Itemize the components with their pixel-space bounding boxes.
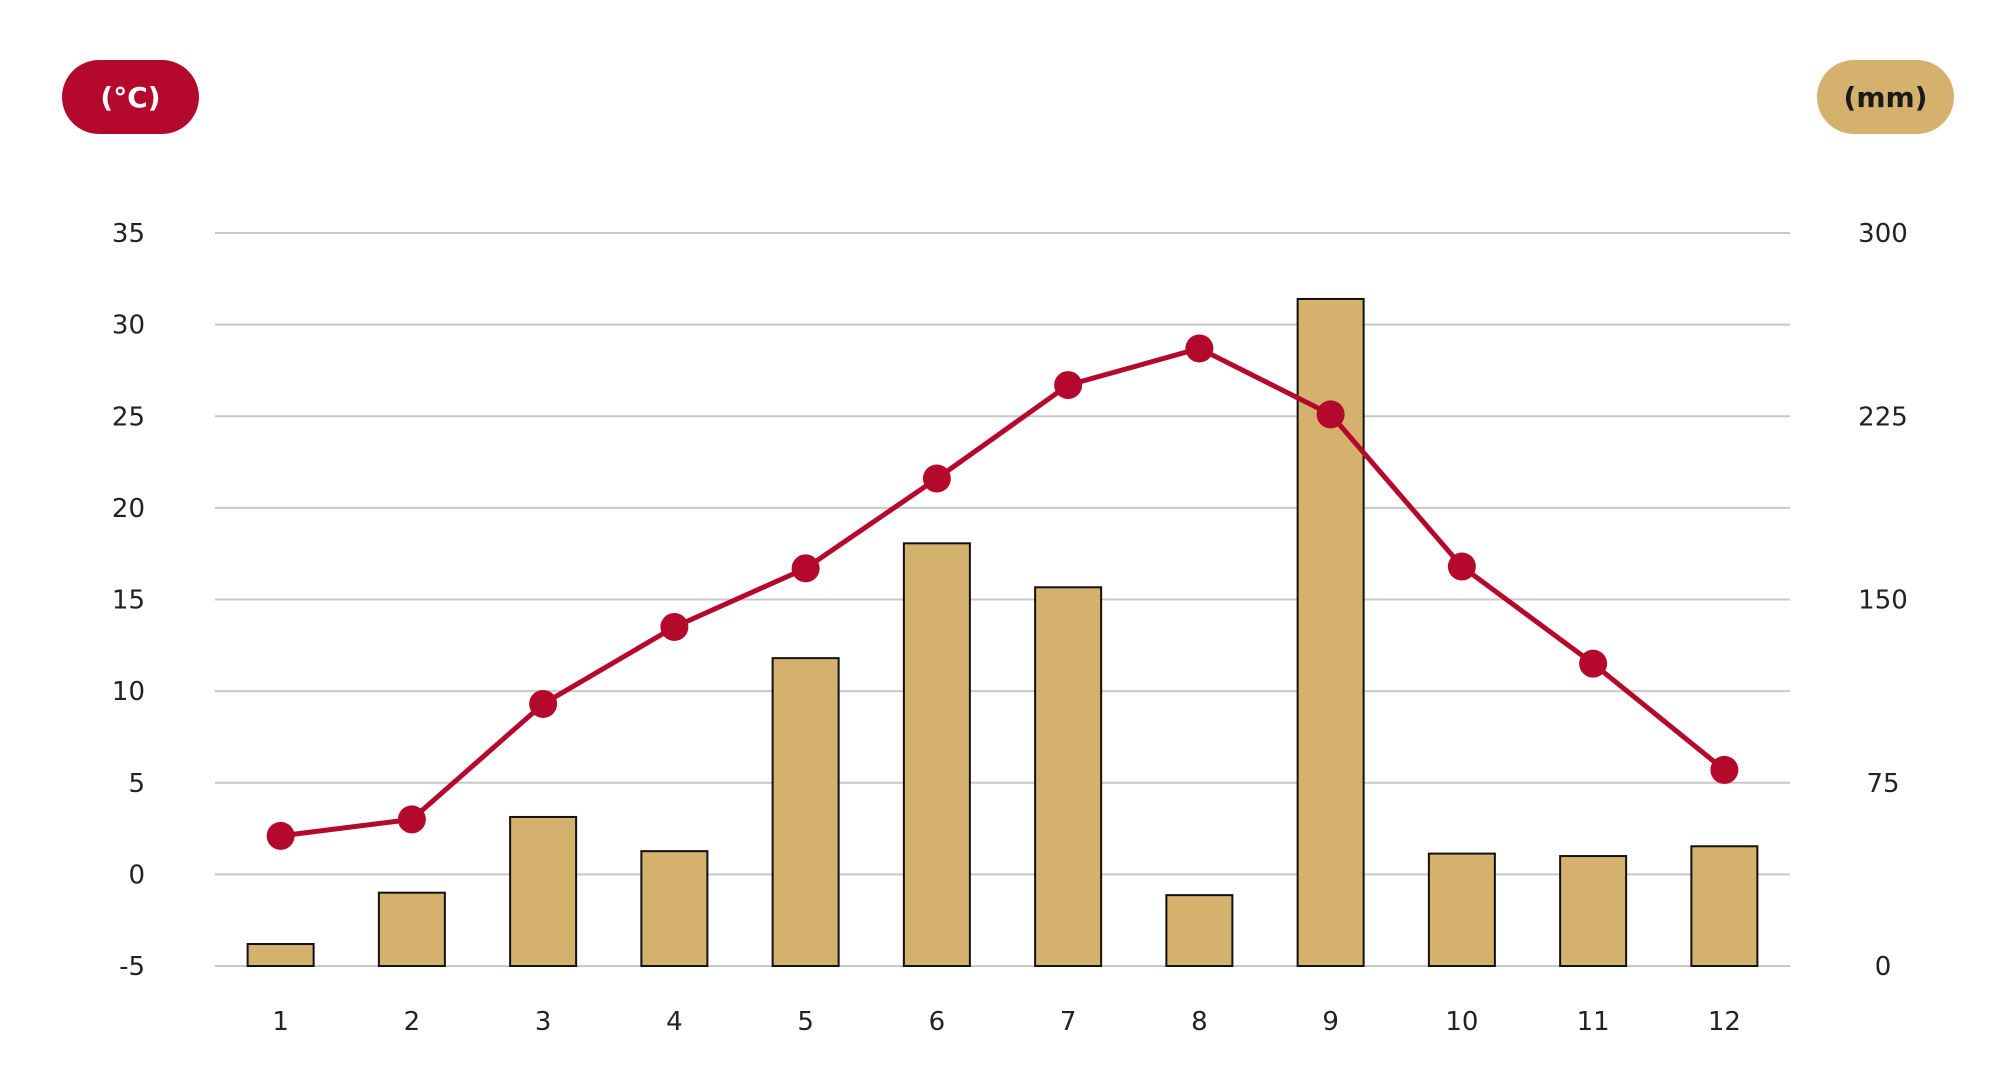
left-tick-label: 10: [112, 677, 145, 707]
temperature-point: [397, 805, 426, 834]
precipitation-bar: [246, 943, 315, 968]
x-tick-label: 8: [1191, 1007, 1208, 1037]
x-tick-label: 7: [1060, 1007, 1077, 1037]
left-tick-label: 20: [112, 494, 145, 524]
precipitation-bar: [1427, 852, 1496, 968]
left-tick-label: -5: [119, 952, 145, 982]
precipitation-bar: [1296, 297, 1365, 968]
left-tick-label: 25: [112, 402, 145, 432]
x-tick-label: 1: [272, 1007, 289, 1037]
gridlines: [215, 232, 1790, 967]
temperature-point: [1710, 755, 1739, 784]
x-tick-label: 12: [1708, 1007, 1741, 1037]
left-tick-label: 15: [112, 586, 145, 616]
temperature-point: [922, 464, 951, 493]
x-tick-label: 5: [797, 1007, 814, 1037]
x-tick-label: 2: [404, 1007, 421, 1037]
x-tick-label: 3: [535, 1007, 552, 1037]
precipitation-unit-badge: (mm): [1817, 60, 1954, 134]
precipitation-bar: [771, 657, 840, 967]
left-tick-label: 0: [128, 860, 145, 890]
right-tick-label: 0: [1875, 952, 1892, 982]
right-tick-label: 75: [1866, 769, 1899, 799]
temperature-point: [791, 554, 820, 583]
x-tick-label: 9: [1322, 1007, 1339, 1037]
temperature-unit-badge: (°C): [62, 60, 199, 134]
x-axis-ticks: 1 2 3 4 5 6 7 8 9 10 11 12: [272, 1007, 1741, 1037]
temperature-point: [1579, 649, 1608, 678]
precipitation-bar: [1690, 845, 1759, 968]
temperature-point: [266, 821, 295, 850]
temperature-point: [1316, 400, 1345, 429]
precipitation-bar: [640, 850, 709, 967]
temperature-point: [529, 689, 558, 718]
precipitation-bar: [1034, 586, 1103, 967]
x-tick-label: 6: [929, 1007, 946, 1037]
left-tick-label: 30: [112, 311, 145, 341]
precipitation-bar: [1559, 855, 1628, 967]
precipitation-bar: [902, 542, 971, 967]
right-tick-label: 300: [1858, 219, 1908, 249]
left-tick-label: 35: [112, 219, 145, 249]
right-tick-label: 150: [1858, 586, 1908, 616]
x-tick-label: 4: [666, 1007, 683, 1037]
precipitation-bars: [246, 297, 1759, 968]
left-axis-ticks: -5 0 5 10 15 20 25 30 35: [112, 219, 145, 982]
right-tick-label: 225: [1858, 402, 1908, 432]
precipitation-bar: [377, 891, 446, 968]
temperature-line-path: [280, 345, 1726, 839]
x-tick-label: 11: [1577, 1007, 1610, 1037]
temperature-point: [1054, 371, 1083, 400]
x-tick-label: 10: [1445, 1007, 1478, 1037]
left-tick-label: 5: [128, 769, 145, 799]
temperature-point: [1185, 334, 1214, 363]
right-axis-ticks: 0 75 150 225 300: [1858, 219, 1908, 982]
temperature-line: [266, 334, 1739, 850]
temperature-point: [1447, 552, 1476, 581]
precipitation-bar: [509, 815, 578, 967]
temperature-point: [660, 612, 689, 641]
precipitation-bar: [1165, 894, 1234, 967]
